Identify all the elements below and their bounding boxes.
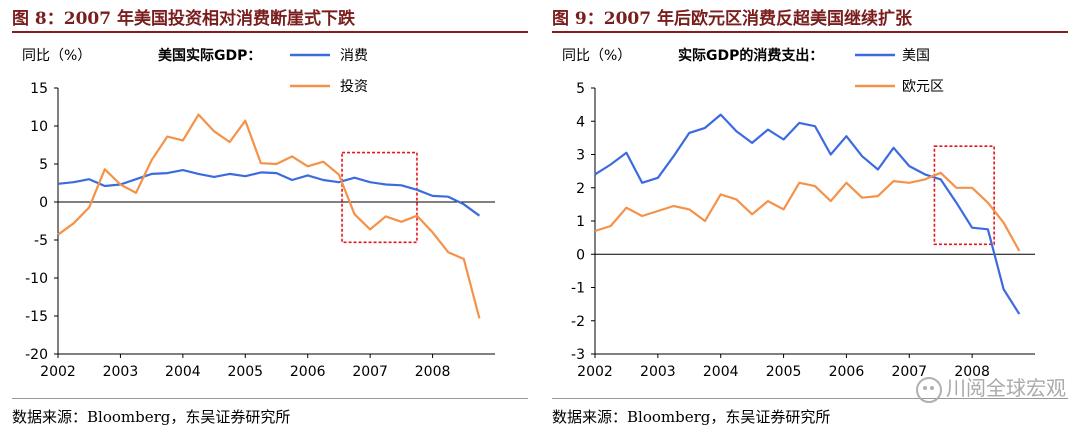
series-line-美国 [594,113,1021,315]
x-tick-label: 2008 [954,364,990,380]
series-line-消费 [57,169,481,217]
watermark-text: 川阅全球宏观 [946,376,1066,400]
source-divider [552,398,1068,399]
wechat-icon [916,376,942,403]
y-tick-label: 15 [30,81,48,97]
y-axis-label: 同比（%） [562,48,631,64]
series-line-欧元区 [594,171,1021,252]
y-tick-label: -3 [571,347,585,363]
title-divider [12,31,528,33]
x-tick-label: 2008 [415,364,451,380]
y-tick-label: -15 [25,309,48,325]
y-tick-label: 1 [576,214,585,230]
x-tick-label: 2005 [227,364,263,380]
y-tick-label: -10 [25,271,48,287]
figure-title: 图 8：2007 年美国投资相对消费断崖式下跌 [12,9,355,29]
legend-title: 实际GDP的消费支出： [678,47,823,64]
legend-title: 美国实际GDP： [158,47,261,64]
y-tick-label: 2 [576,181,585,197]
y-tick-label: 0 [576,247,585,263]
series-line-投资 [57,113,481,319]
legend-label: 消费 [340,48,368,64]
y-tick-label: 0 [39,195,48,211]
source-divider [12,398,528,399]
y-tick-label: 5 [576,81,585,97]
source-note: 数据来源：Bloomberg，东吴证券研究所 [552,408,831,426]
y-tick-label: -1 [571,281,585,297]
x-tick-label: 2002 [577,364,613,380]
legend-label: 美国 [902,48,930,64]
y-axis-label: 同比（%） [22,48,91,64]
chart-panel-euro: 图 9：2007 年后欧元区消费反超美国继续扩张 同比（%） 5 4 3 2 1 0 -1 -2… [540,0,1080,440]
x-tick-label: 2007 [352,364,388,380]
watermark: 川阅全球宏观 [916,372,1066,403]
title-divider [552,31,1068,33]
y-tick-label: 10 [30,119,48,135]
x-tick-label: 2003 [640,364,676,380]
y-tick-label: -20 [25,347,48,363]
legend-label: 投资 [340,79,368,95]
figure-title: 图 9：2007 年后欧元区消费反超美国继续扩张 [552,9,912,29]
y-tick-label: 4 [576,114,585,130]
source-note: 数据来源：Bloomberg，东吴证券研究所 [12,408,291,426]
highlight-box [933,145,995,246]
chart-panel-investment: 图 8：2007 年美国投资相对消费断崖式下跌 同比（%） 15 10 5 0 -5 -10… [12,9,528,426]
x-tick-label: 2004 [165,364,201,380]
x-tick-label: 2006 [290,364,326,380]
x-tick-label: 2002 [40,364,76,380]
y-tick-label: -5 [34,233,48,249]
highlight-box [341,151,418,244]
y-tick-label: 5 [39,157,48,173]
y-tick-label: 3 [576,148,585,164]
x-tick-label: 2006 [829,364,865,380]
x-tick-label: 2007 [891,364,927,380]
x-tick-label: 2005 [766,364,802,380]
x-tick-label: 2004 [703,364,739,380]
legend-label: 欧元区 [902,79,944,95]
y-tick-label: -2 [571,314,585,330]
x-tick-label: 2003 [103,364,139,380]
